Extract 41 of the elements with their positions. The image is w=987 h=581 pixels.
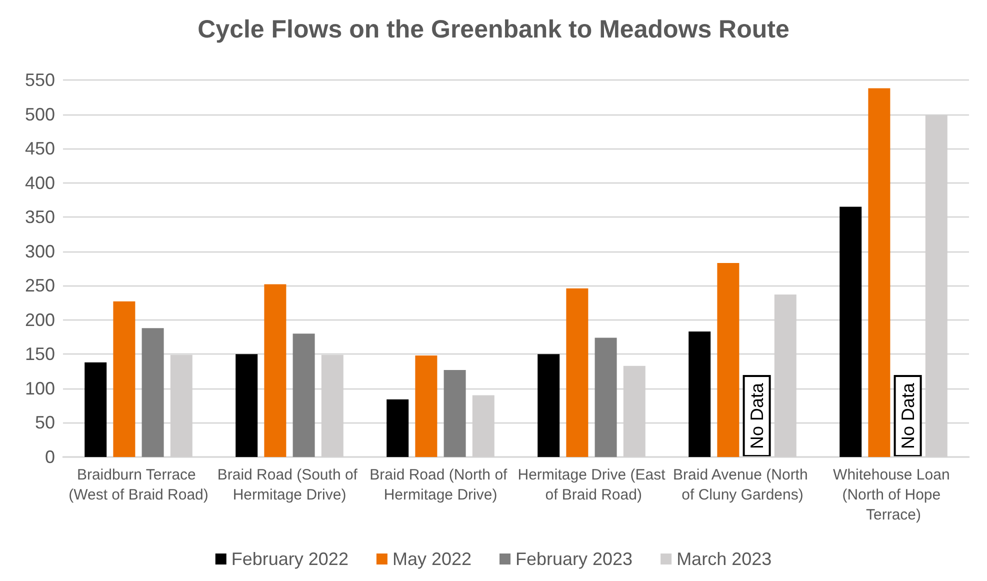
y-tick-label: 550 [24,70,55,90]
bar [868,88,890,457]
y-tick-label: 300 [24,241,55,262]
annotation: No Data [898,382,918,449]
chart-title: Cycle Flows on the Greenbank to Meadows Route [198,16,790,44]
y-tick-label: 250 [24,276,55,296]
x-tick-label: Braidburn Terrace (West of Braid Road) [68,466,208,504]
bar [292,334,315,457]
bar [236,354,258,457]
y-tick-label: 0 [44,447,55,467]
bar [142,328,164,457]
legend-label: February 2022 [231,549,348,569]
bar [264,284,286,457]
x-tick-label: Braid Road (North of Hermitage Drive) [370,466,512,504]
annotation: No Data [746,382,767,449]
y-tick-label: 50 [34,412,55,433]
x-tick-label: Whitehouse Loan (North of Hope Terrace) [833,466,954,524]
x-tick-label: Braid Avenue (North of Cluny Gardens) [673,466,812,504]
y-tick-label: 150 [24,344,55,364]
y-tick-label: 400 [24,172,55,193]
bar [444,370,466,457]
bar [688,332,711,457]
y-tick-label: 500 [24,104,55,124]
bar [594,338,617,457]
bar [566,288,588,457]
bar [717,263,740,457]
bar [84,362,107,457]
y-tick-label: 100 [24,378,55,398]
legend-label: February 2023 [516,549,633,569]
bar [386,399,409,457]
y-tick-label: 350 [24,207,55,228]
bar [840,206,862,457]
y-tick-label: 200 [24,310,55,330]
bar [113,301,136,457]
legend-label: March 2023 [676,549,772,569]
x-tick-label: Braid Road (South of Hermitage Drive) [217,466,362,504]
legend-label: May 2022 [392,549,472,569]
bar [538,354,560,457]
bar [415,356,438,457]
x-tick-label: Hermitage Drive (East of Braid Road) [518,466,666,504]
y-tick-label: 450 [24,138,55,159]
